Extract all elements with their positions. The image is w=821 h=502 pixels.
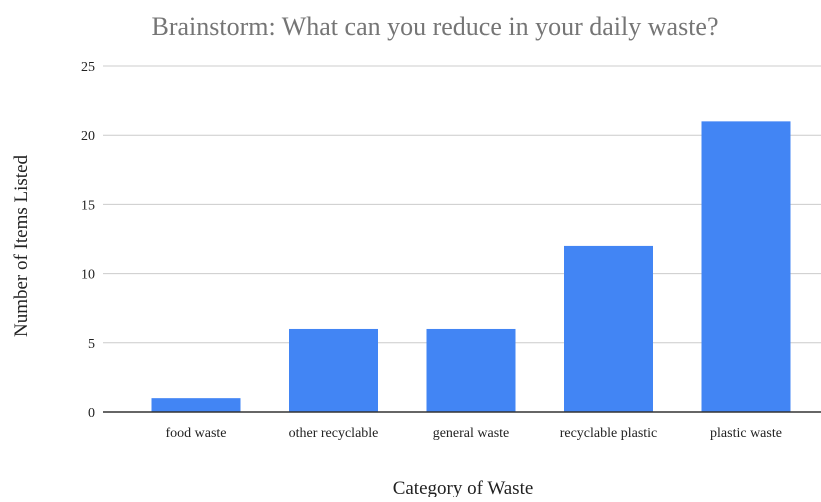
x-tick-label: general waste bbox=[433, 426, 510, 441]
x-tick-label: recyclable plastic bbox=[560, 426, 658, 441]
y-tick-label: 25 bbox=[81, 60, 95, 75]
bar-recyclable-plastic bbox=[564, 245, 653, 412]
bar-general-waste bbox=[426, 328, 516, 412]
x-tick-label: food waste bbox=[165, 426, 226, 441]
bars bbox=[151, 121, 791, 413]
y-tick-label: 15 bbox=[81, 198, 95, 213]
chart-title: Brainstorm: What can you reduce in your … bbox=[151, 12, 718, 41]
y-axis-title: Number of Items Listed bbox=[11, 154, 32, 337]
x-axis-title: Category of Waste bbox=[393, 478, 534, 497]
bar-other-recyclable bbox=[289, 328, 378, 412]
x-tick-label: other recyclable bbox=[289, 426, 379, 441]
y-tick-label: 20 bbox=[81, 129, 95, 144]
bar-plastic-waste bbox=[701, 121, 791, 413]
y-tick-label: 0 bbox=[88, 406, 95, 421]
y-tick-label: 10 bbox=[81, 268, 95, 283]
bar-food-waste bbox=[151, 398, 241, 412]
x-axis-ticks: food waste other recyclable general waste r… bbox=[165, 426, 781, 441]
y-tick-label: 5 bbox=[88, 337, 95, 352]
x-tick-label: plastic waste bbox=[710, 426, 782, 441]
y-axis-ticks: 0 5 10 15 20 25 bbox=[81, 60, 95, 421]
